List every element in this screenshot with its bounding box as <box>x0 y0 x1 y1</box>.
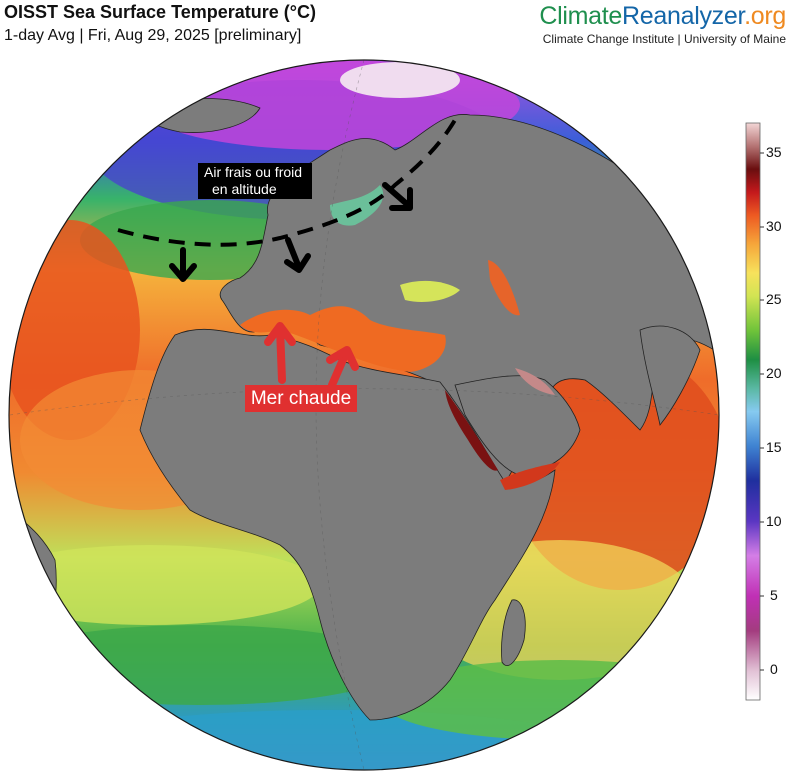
colorbar-tick-15: 15 <box>766 439 782 455</box>
black-sea <box>400 280 460 302</box>
red-sea <box>445 390 498 471</box>
page-subtitle: 1-day Avg | Fri, Aug 29, 2025 [prelimina… <box>4 27 302 44</box>
persian-gulf <box>515 368 555 395</box>
colorbar-tick-35: 35 <box>766 144 782 160</box>
colorbar-tick-30: 30 <box>766 218 782 234</box>
warm-sea-arrow-2-icon <box>326 346 359 389</box>
cold-air-arrow-2-icon <box>284 237 311 273</box>
cold-air-annotation: Air frais ou froid en altitude <box>198 163 312 199</box>
baltic-sea <box>330 185 384 226</box>
brand-part-1: Climate <box>539 2 623 30</box>
arctic-light <box>340 62 460 98</box>
gulf-of-aden <box>500 462 560 490</box>
cold-air-line-2: en altitude <box>212 181 277 197</box>
colorbar-tick-10: 10 <box>766 513 782 529</box>
colorbar-tick-20: 20 <box>766 365 782 381</box>
colorbar <box>745 122 761 701</box>
brand-org: Climate Change Institute | University of… <box>542 32 786 46</box>
madagascar <box>501 599 526 666</box>
page-title: OISST Sea Surface Temperature (°C) <box>4 2 316 22</box>
india-landmass <box>639 325 701 426</box>
cold-air-arrow-3-icon <box>382 182 413 211</box>
warm-sea-arrow-1-icon <box>264 322 296 384</box>
arabia-landmass <box>454 375 581 476</box>
colorbar-ticks <box>760 152 764 671</box>
warm-sea-annotation: Mer chaude <box>245 385 357 412</box>
mediterranean-warm <box>240 306 446 372</box>
cold-air-arrow-1-icon <box>169 247 197 282</box>
cold-front-dashed-line <box>117 118 457 247</box>
colorbar-tick-0: 0 <box>770 661 778 677</box>
brand-part-2: Reanalyzer <box>622 2 745 30</box>
brand-part-3: .org <box>744 2 786 30</box>
brand-logo[interactable]: ClimateReanalyzer.org <box>539 2 786 31</box>
cold-air-line-1: Air frais ou froid <box>204 164 303 180</box>
south-atlantic-yellow <box>9 545 320 625</box>
colorbar-tick-5: 5 <box>770 587 778 603</box>
caspian-sea <box>488 260 520 316</box>
colorbar-tick-25: 25 <box>766 291 782 307</box>
